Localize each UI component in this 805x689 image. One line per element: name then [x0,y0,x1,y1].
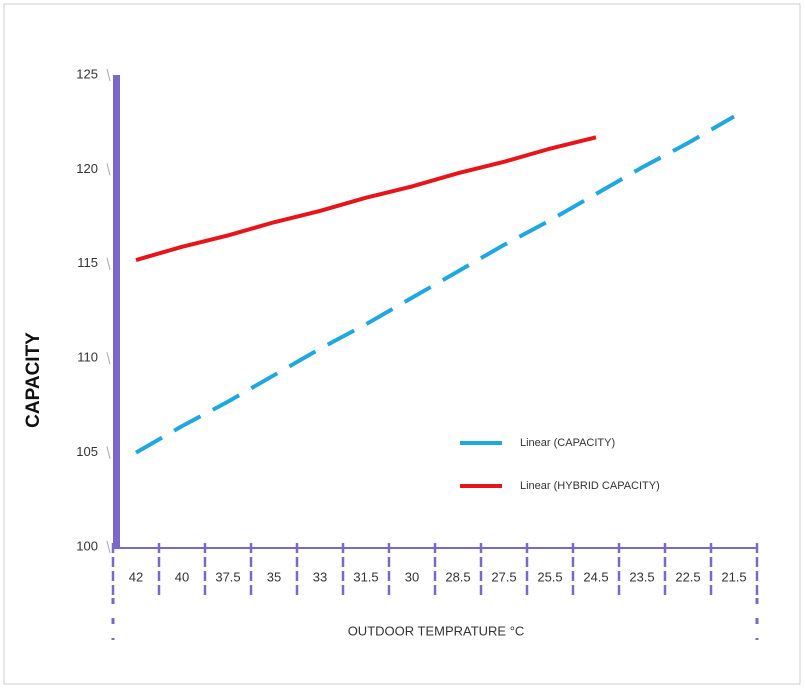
y-tick [106,68,111,82]
x-tick-label: 28.5 [445,569,470,584]
x-tick-label: 23.5 [629,569,654,584]
series-line [135,135,597,262]
x-tick-label: 30 [405,569,419,584]
y-tick [106,257,111,270]
x-tick-label: 27.5 [491,569,516,584]
x-tick-label: 24.5 [583,569,608,584]
x-tick-label: 37.5 [215,569,240,584]
y-tick [106,540,111,554]
y-tick [106,446,111,459]
x-tick-label: 35 [267,569,281,584]
y-tick [106,163,111,176]
x-tick-label: 40 [175,569,189,584]
x-tick-label: 25.5 [537,569,562,584]
x-tick-label: 22.5 [675,569,700,584]
x-tick-label: 21.5 [721,569,746,584]
legend-label: Linear (HYBRID CAPACITY) [520,480,660,492]
x-tick-label: 31.5 [353,569,378,584]
frame [3,3,801,685]
y-axis [113,75,120,547]
y-tick-label: 125 [76,66,98,81]
x-tick-label: 42 [129,569,143,584]
y-tick-label: 115 [77,255,98,270]
y-axis-title: CAPACITY [23,332,44,428]
y-tick [106,352,111,365]
y-tick-label: 100 [76,538,98,553]
y-tick-label: 110 [77,350,98,365]
y-tick-label: 105 [76,444,98,459]
x-tick-label: 33 [313,569,327,584]
y-tick-label: 120 [76,161,98,176]
x-axis-title: OUTDOOR TEMPRATURE °C [348,623,525,638]
legend-label: Linear (CAPACITY) [520,437,615,449]
series-line [135,114,735,455]
